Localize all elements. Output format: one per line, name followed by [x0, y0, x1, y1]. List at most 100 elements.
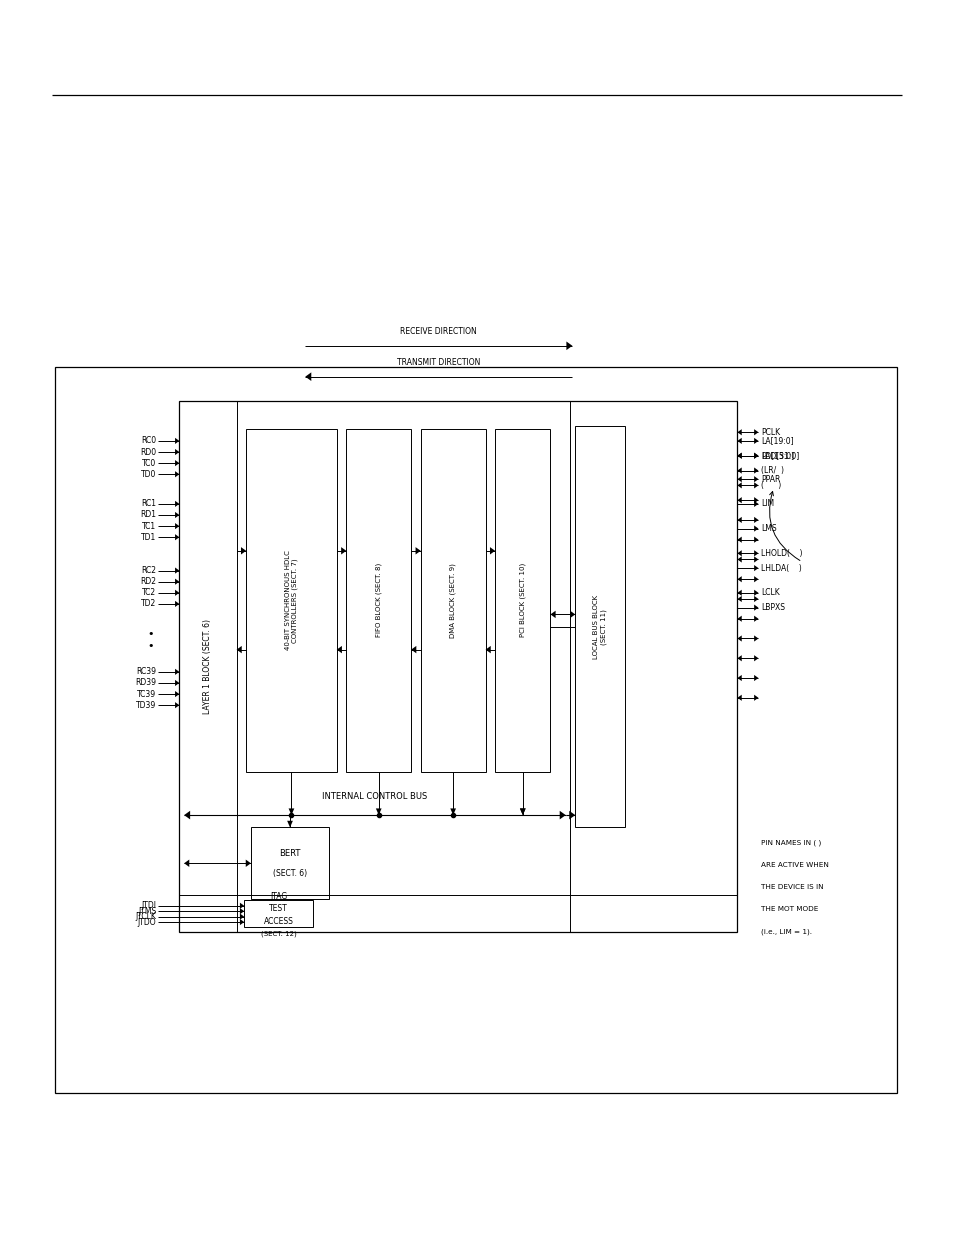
Polygon shape — [753, 526, 758, 531]
Polygon shape — [753, 438, 758, 445]
Text: PPAR: PPAR — [760, 474, 780, 484]
Polygon shape — [411, 646, 416, 653]
Polygon shape — [184, 811, 190, 820]
Text: (i.e., LIM = 1).: (i.e., LIM = 1). — [760, 929, 811, 935]
Text: LD[15:0]: LD[15:0] — [760, 451, 794, 461]
Polygon shape — [174, 472, 179, 478]
Polygon shape — [174, 501, 179, 506]
Text: TC2: TC2 — [142, 588, 156, 598]
Polygon shape — [737, 636, 740, 642]
Text: LAYER 1 BLOCK (SECT. 6): LAYER 1 BLOCK (SECT. 6) — [203, 620, 213, 714]
Polygon shape — [416, 547, 420, 555]
Polygon shape — [287, 821, 293, 827]
Text: JTCLK: JTCLK — [135, 913, 156, 921]
Polygon shape — [174, 601, 179, 606]
Text: ARE ACTIVE WHEN: ARE ACTIVE WHEN — [760, 862, 828, 868]
Polygon shape — [375, 809, 381, 815]
Polygon shape — [737, 557, 740, 563]
Text: TD39: TD39 — [136, 700, 156, 710]
Text: RECEIVE DIRECTION: RECEIVE DIRECTION — [400, 327, 476, 336]
Text: JTMS: JTMS — [138, 906, 156, 915]
Text: TC1: TC1 — [142, 521, 156, 531]
Polygon shape — [753, 468, 758, 473]
Polygon shape — [341, 547, 346, 555]
Polygon shape — [174, 568, 179, 573]
Polygon shape — [753, 551, 758, 556]
Text: LMS: LMS — [760, 524, 776, 534]
Polygon shape — [737, 597, 740, 601]
Text: PCLK: PCLK — [760, 427, 780, 437]
Text: DMA BLOCK (SECT. 9): DMA BLOCK (SECT. 9) — [450, 563, 456, 637]
Polygon shape — [566, 342, 572, 351]
Polygon shape — [737, 590, 740, 595]
Bar — [246, 429, 336, 772]
Polygon shape — [737, 674, 740, 682]
Polygon shape — [241, 547, 246, 555]
Polygon shape — [753, 695, 758, 701]
Polygon shape — [559, 811, 565, 820]
Text: (SECT. 12): (SECT. 12) — [260, 930, 296, 937]
Text: LIM: LIM — [760, 499, 774, 509]
Text: THE MOT MODE: THE MOT MODE — [760, 906, 818, 913]
Polygon shape — [485, 646, 490, 653]
Polygon shape — [737, 483, 740, 489]
Polygon shape — [450, 809, 456, 815]
Polygon shape — [753, 477, 758, 482]
Polygon shape — [174, 579, 179, 584]
Text: RC1: RC1 — [141, 499, 156, 509]
Polygon shape — [737, 616, 740, 622]
Polygon shape — [569, 811, 575, 820]
Polygon shape — [737, 453, 740, 458]
Polygon shape — [240, 914, 244, 920]
Polygon shape — [737, 517, 740, 524]
Polygon shape — [184, 860, 189, 867]
Polygon shape — [737, 537, 740, 543]
Text: LOCAL BUS BLOCK
(SECT. 11): LOCAL BUS BLOCK (SECT. 11) — [593, 595, 606, 658]
Polygon shape — [737, 577, 740, 583]
Polygon shape — [753, 597, 758, 601]
Polygon shape — [490, 547, 495, 555]
Text: TC39: TC39 — [137, 689, 156, 699]
Text: TD2: TD2 — [141, 599, 156, 609]
Text: INTERNAL CONTROL BUS: INTERNAL CONTROL BUS — [322, 792, 427, 802]
Polygon shape — [174, 590, 179, 595]
Polygon shape — [174, 461, 179, 467]
Polygon shape — [737, 655, 740, 662]
Text: •: • — [148, 641, 153, 651]
Text: RD2: RD2 — [140, 577, 156, 587]
Polygon shape — [753, 453, 758, 458]
Polygon shape — [336, 646, 341, 653]
Polygon shape — [753, 577, 758, 583]
Text: RD0: RD0 — [140, 447, 156, 457]
Polygon shape — [174, 701, 179, 709]
Polygon shape — [753, 636, 758, 642]
Text: TC0: TC0 — [142, 458, 156, 468]
Polygon shape — [288, 809, 294, 815]
Text: RC2: RC2 — [141, 566, 156, 576]
Polygon shape — [519, 809, 525, 815]
Polygon shape — [753, 537, 758, 543]
Text: RC39: RC39 — [136, 667, 156, 677]
Bar — [420, 429, 485, 772]
Polygon shape — [753, 590, 758, 595]
Text: JTDO: JTDO — [137, 918, 156, 926]
Polygon shape — [737, 498, 740, 504]
Text: RC0: RC0 — [141, 436, 156, 446]
Polygon shape — [174, 450, 179, 456]
Text: JTDI: JTDI — [141, 902, 156, 910]
Bar — [575, 426, 624, 827]
Polygon shape — [753, 453, 758, 458]
Text: PAD[31:0]: PAD[31:0] — [760, 451, 799, 461]
Text: TD0: TD0 — [141, 469, 156, 479]
Polygon shape — [753, 517, 758, 524]
Polygon shape — [174, 692, 179, 697]
Text: PIN NAMES IN ( ): PIN NAMES IN ( ) — [760, 840, 821, 846]
Polygon shape — [737, 438, 740, 445]
Polygon shape — [550, 611, 555, 619]
Polygon shape — [174, 679, 179, 687]
Polygon shape — [305, 373, 311, 380]
Polygon shape — [174, 513, 179, 519]
Text: ACCESS: ACCESS — [263, 916, 294, 926]
Polygon shape — [240, 903, 244, 909]
Text: (      ): ( ) — [760, 480, 781, 490]
